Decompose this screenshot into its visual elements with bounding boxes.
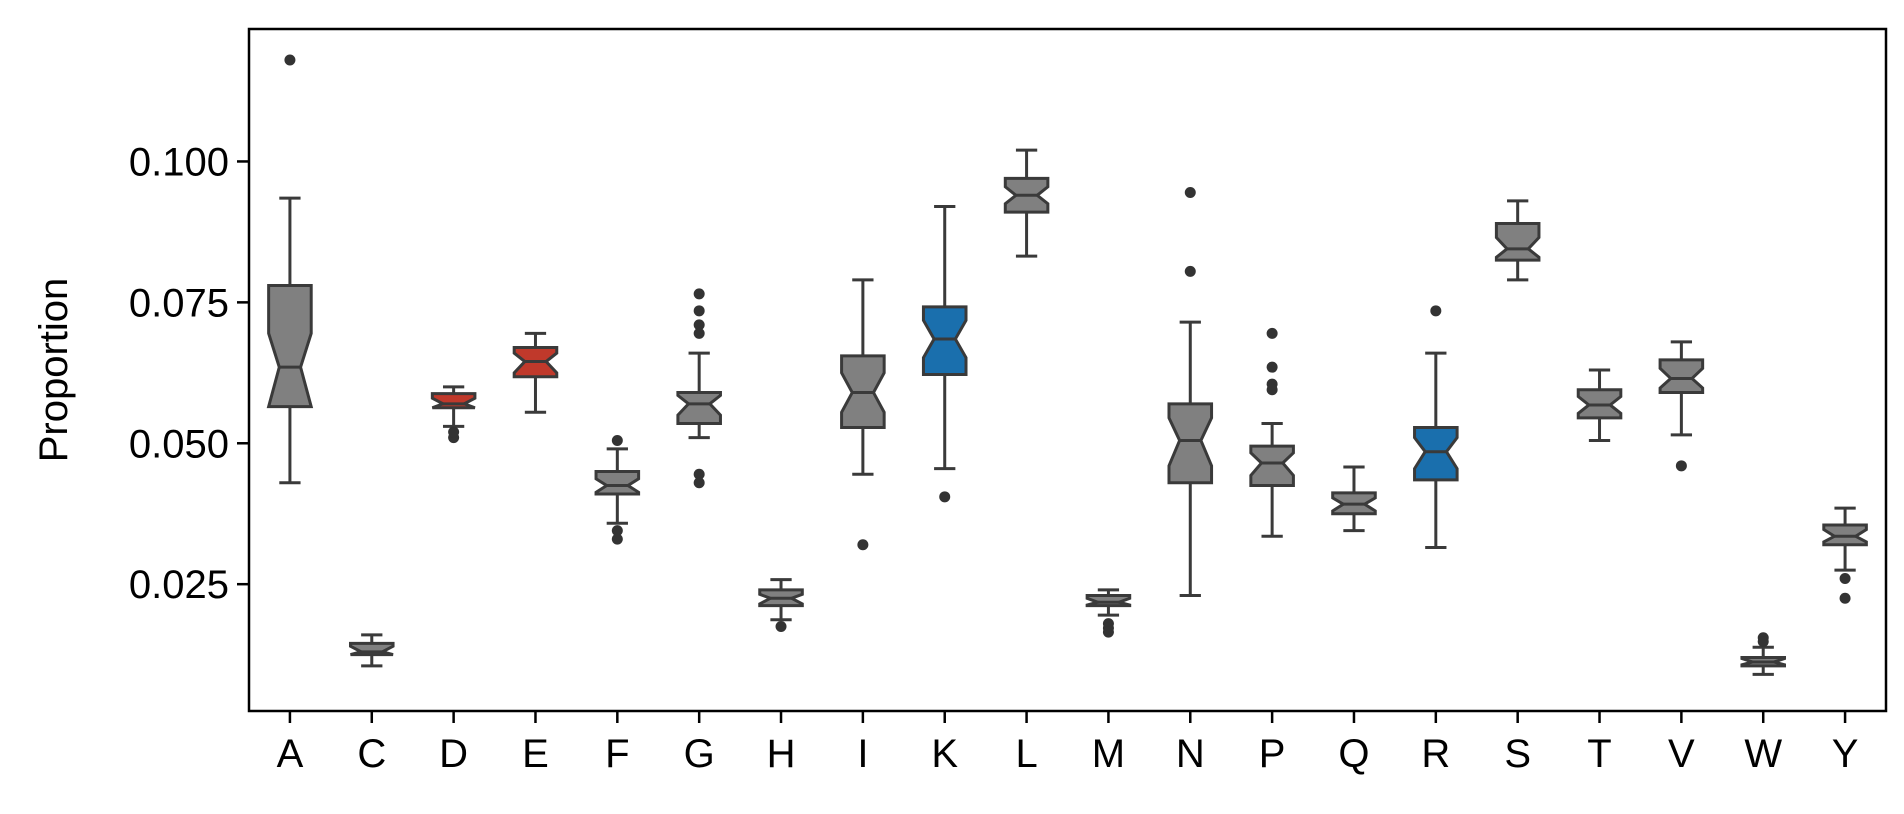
box-i: [840, 278, 886, 551]
box-body: [676, 391, 722, 426]
box-q: [1331, 465, 1377, 533]
x-tick-label-d: D: [439, 732, 468, 776]
box-body: [594, 469, 641, 496]
box-k: [921, 205, 968, 503]
box-v: [1658, 340, 1705, 472]
x-tick-label-p: P: [1259, 732, 1286, 776]
outlier-point: [857, 539, 869, 551]
x-tick-label-a: A: [277, 732, 304, 776]
boxes-group: [266, 54, 1868, 676]
outlier-point: [1266, 384, 1278, 396]
box-h: [758, 578, 804, 632]
x-tick-label-w: W: [1744, 732, 1782, 776]
outlier-point: [775, 620, 787, 632]
outlier-point: [1184, 265, 1196, 277]
outlier-point: [1266, 361, 1278, 373]
box-body: [1249, 444, 1295, 488]
outlier-point: [448, 426, 460, 438]
outlier-point: [1430, 305, 1442, 317]
outlier-point: [693, 468, 705, 480]
x-tick-label-c: C: [357, 732, 386, 776]
box-body: [921, 305, 968, 377]
x-tick-label-m: M: [1092, 732, 1125, 776]
outlier-point: [693, 305, 705, 317]
x-tick-label-f: F: [605, 732, 629, 776]
outlier-point: [939, 491, 951, 503]
outlier-point: [1757, 636, 1769, 648]
y-tick-label: 0.100: [129, 140, 229, 184]
box-body: [1413, 425, 1459, 482]
y-tick-label: 0.025: [129, 563, 229, 607]
box-t: [1576, 368, 1623, 442]
x-tick-label-i: I: [857, 732, 868, 776]
x-tick-label-s: S: [1504, 732, 1531, 776]
box-body: [1085, 593, 1132, 608]
outlier-point: [1184, 186, 1196, 198]
outlier-point: [693, 319, 705, 331]
box-l: [1003, 148, 1050, 258]
x-tick-label-v: V: [1668, 732, 1695, 776]
outlier-point: [693, 288, 705, 300]
box-m: [1085, 588, 1132, 638]
x-tick-label-k: K: [931, 732, 958, 776]
y-tick-label: 0.050: [129, 422, 229, 466]
box-r: [1413, 305, 1459, 550]
box-g: [676, 288, 722, 489]
box-n: [1167, 186, 1214, 597]
box-e: [512, 331, 559, 414]
x-tick-label-r: R: [1421, 732, 1450, 776]
x-tick-label-y: Y: [1832, 732, 1859, 776]
x-tick-label-h: H: [767, 732, 796, 776]
outlier-point: [611, 434, 623, 446]
outlier-point: [1675, 460, 1687, 472]
outlier-point: [1839, 592, 1851, 604]
x-tick-label-g: G: [684, 732, 715, 776]
x-tick-label-t: T: [1587, 732, 1611, 776]
box-y: [1822, 506, 1868, 604]
box-body: [1494, 221, 1541, 262]
outlier-point: [284, 54, 296, 66]
outlier-point: [693, 477, 705, 489]
outlier-point: [1266, 327, 1278, 339]
x-tick-label-e: E: [522, 732, 549, 776]
plot-frame: [247, 27, 1888, 713]
box-body: [430, 392, 477, 410]
x-tick-label-l: L: [1015, 732, 1037, 776]
outlier-point: [1102, 626, 1114, 638]
x-tick-label-n: N: [1176, 732, 1205, 776]
outlier-point: [1839, 573, 1851, 585]
box-d: [430, 385, 477, 444]
x-tick-label-q: Q: [1338, 732, 1369, 776]
box-body: [1167, 402, 1214, 485]
y-tick-label: 0.075: [129, 281, 229, 325]
box-f: [594, 434, 641, 545]
outlier-point: [693, 327, 705, 339]
box-a: [266, 54, 314, 485]
box-s: [1494, 199, 1541, 282]
outlier-point: [611, 525, 623, 537]
y-axis-title: Proportion: [32, 278, 76, 463]
box-body: [266, 283, 314, 409]
box-c: [348, 633, 395, 668]
box-w: [1740, 632, 1787, 676]
box-p: [1249, 327, 1295, 538]
y-axis: 0.025 0.050 0.075 0.100: [129, 140, 249, 607]
box-body: [1658, 358, 1705, 395]
outlier-point: [611, 533, 623, 545]
